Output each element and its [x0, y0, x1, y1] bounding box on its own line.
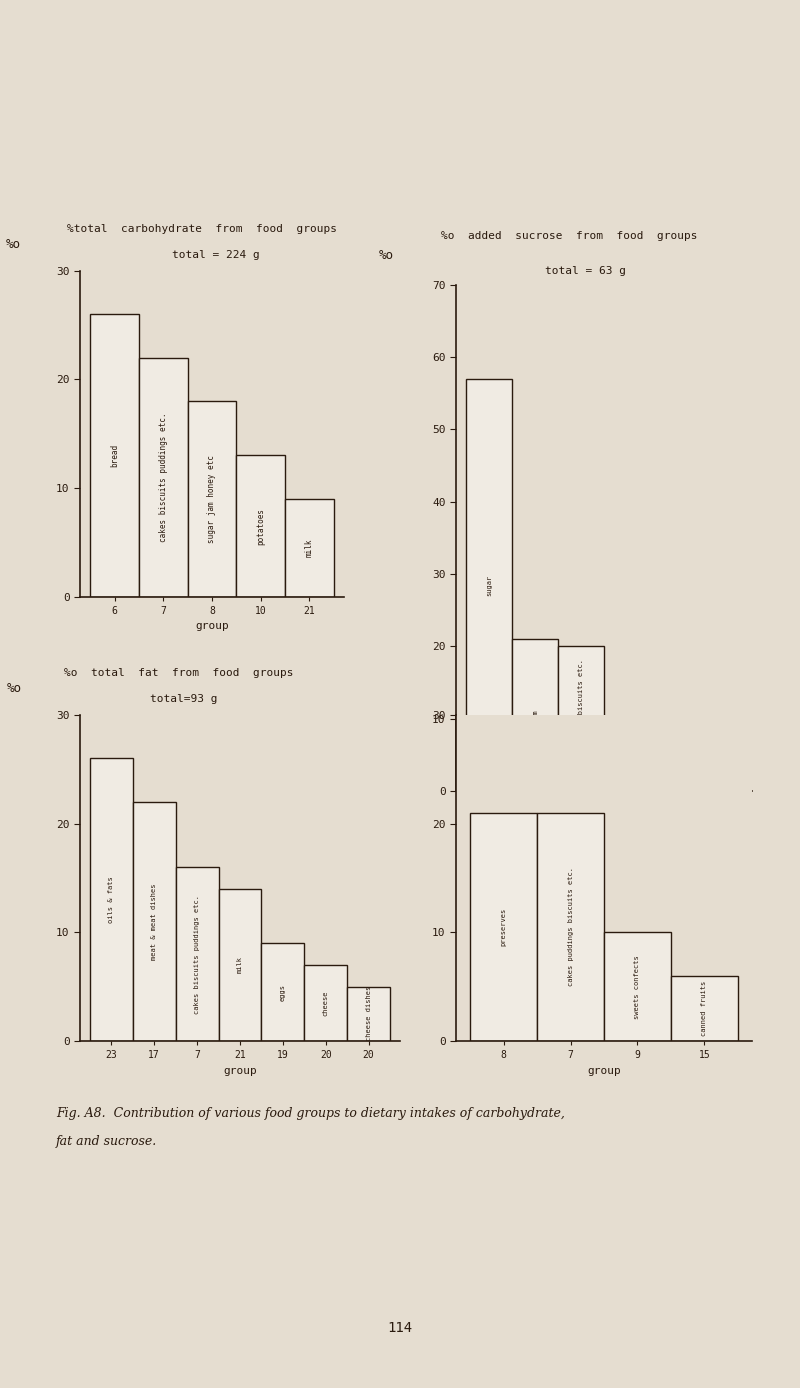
Text: bread: bread	[110, 444, 119, 466]
Bar	[262, 944, 304, 1041]
Text: preserves: preserves	[501, 908, 506, 947]
Bar	[90, 758, 133, 1041]
Text: sweets confects: sweets confects	[670, 745, 676, 809]
Text: %o: %o	[6, 239, 21, 251]
Text: milk: milk	[237, 956, 243, 973]
Bar	[236, 455, 285, 597]
Bar	[188, 401, 236, 597]
Text: milk: milk	[305, 539, 314, 557]
Bar	[466, 379, 512, 791]
X-axis label: group: group	[587, 816, 621, 826]
Bar	[558, 647, 604, 791]
Text: eggs: eggs	[280, 984, 286, 1001]
Text: potatoes: potatoes	[256, 508, 265, 544]
Text: cheese: cheese	[322, 990, 329, 1016]
Bar	[139, 358, 188, 597]
Bar	[696, 777, 742, 791]
X-axis label: group: group	[587, 1066, 621, 1076]
Text: %total  carbohydrate  from  food  groups: %total carbohydrate from food groups	[67, 223, 337, 233]
Text: cakes puddings biscuits etc.: cakes puddings biscuits etc.	[567, 868, 574, 987]
Bar	[133, 802, 176, 1041]
X-axis label: group: group	[195, 622, 229, 632]
Bar	[537, 813, 604, 1041]
Text: meat & meat dishes: meat & meat dishes	[151, 883, 158, 959]
Text: %o  added  sucrose  from  food  groups: %o added sucrose from food groups	[441, 230, 698, 242]
Bar	[470, 813, 537, 1041]
Text: sweets confects: sweets confects	[634, 955, 641, 1019]
Bar	[671, 976, 738, 1041]
Text: preserves: preserves	[624, 743, 630, 781]
Text: Fig. A8.  Contribution of various food groups to dietary intakes of carbohydrate: Fig. A8. Contribution of various food gr…	[56, 1108, 565, 1120]
Text: 114: 114	[387, 1321, 413, 1335]
Bar	[90, 314, 139, 597]
Text: total=93 g: total=93 g	[150, 694, 218, 704]
Text: canned fruits: canned fruits	[702, 981, 707, 1035]
Text: canned fruits: canned fruits	[716, 756, 722, 812]
Text: oils & fats: oils & fats	[108, 876, 114, 923]
Bar	[304, 965, 347, 1041]
Text: total = 63 g: total = 63 g	[545, 266, 626, 276]
Text: cakes puddings biscuits etc.: cakes puddings biscuits etc.	[578, 659, 584, 779]
Text: total = 224 g: total = 224 g	[173, 250, 260, 260]
Bar	[218, 888, 262, 1041]
Text: cakes biscuits puddings etc.: cakes biscuits puddings etc.	[194, 894, 200, 1013]
Bar	[512, 638, 558, 791]
Text: %o: %o	[379, 248, 394, 262]
Text: sugar: sugar	[486, 575, 492, 595]
Bar	[176, 868, 218, 1041]
X-axis label: group: group	[223, 1066, 257, 1076]
Text: cheese dishes: cheese dishes	[366, 987, 372, 1041]
Bar	[285, 500, 334, 597]
Bar	[604, 933, 671, 1041]
Bar	[604, 733, 650, 791]
Text: jam: jam	[532, 709, 538, 722]
Text: sugar jam honey etc: sugar jam honey etc	[207, 455, 217, 543]
Text: cakes biscuits puddings etc.: cakes biscuits puddings etc.	[159, 412, 168, 541]
Text: %o  total  fat  from  food  groups: %o total fat from food groups	[64, 668, 294, 677]
Text: %o: %o	[6, 683, 22, 695]
Bar	[650, 762, 696, 791]
Bar	[347, 987, 390, 1041]
Text: fat and sucrose.: fat and sucrose.	[56, 1135, 158, 1148]
